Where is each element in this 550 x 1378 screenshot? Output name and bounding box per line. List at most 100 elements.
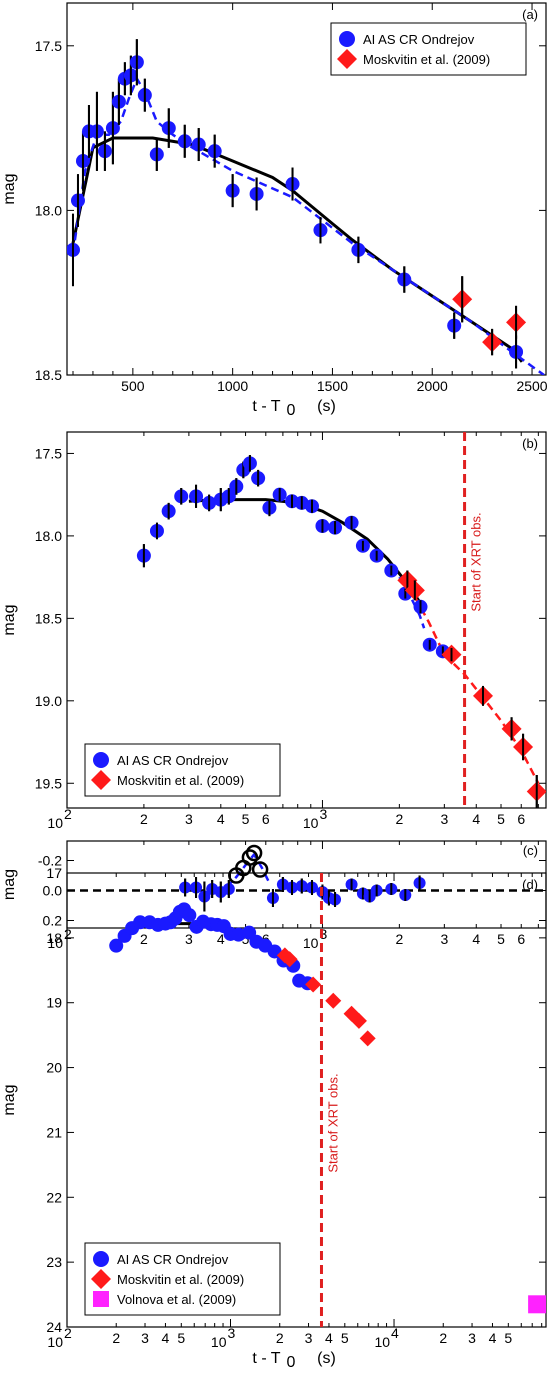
legend-label: Moskvitin et al. (2009) xyxy=(117,1272,244,1287)
legend-marker-diamond xyxy=(91,1269,111,1289)
x-tick-exponent: 2 xyxy=(64,806,72,822)
x-axis-label-subscript: 0 xyxy=(287,402,296,419)
x-tick-label: 500 xyxy=(121,378,145,394)
x-minor-tick-label: 5 xyxy=(341,1330,349,1346)
y-tick-label: 17.5 xyxy=(35,38,62,54)
data-point-diamond xyxy=(359,1030,376,1047)
x-tick-label: 2000 xyxy=(417,378,448,394)
x-tick-exponent: 2 xyxy=(64,1325,72,1341)
panel-label: (d) xyxy=(522,877,538,892)
y-tick-label: 18.5 xyxy=(35,610,62,626)
plot-area xyxy=(67,844,546,912)
legend-marker-diamond xyxy=(337,49,357,69)
x-tick-exponent: 2 xyxy=(64,926,72,942)
legend-label: Volnova et al. (2009) xyxy=(117,1292,236,1307)
x-minor-tick-label: 2 xyxy=(395,811,403,827)
legend-label: AI AS CR Ondrejov xyxy=(363,32,475,47)
x-minor-tick-label: 4 xyxy=(217,931,225,947)
x-minor-tick-label: 3 xyxy=(468,1330,476,1346)
panel-label: (b) xyxy=(522,436,538,451)
legend-marker-circle xyxy=(93,1251,109,1267)
y-tick-label: 19.0 xyxy=(35,693,62,709)
y-tick-label: 17 xyxy=(46,865,62,881)
x-minor-tick-label: 3 xyxy=(185,931,193,947)
y-tick-label: 19.5 xyxy=(35,775,62,791)
legend-box xyxy=(84,1242,281,1316)
x-minor-tick-label: 2 xyxy=(140,931,148,947)
x-axis-label: t - T xyxy=(252,1350,280,1367)
fit-line-solid xyxy=(188,498,421,603)
y-tick-label: 20 xyxy=(46,1060,62,1076)
x-minor-tick-label: 2 xyxy=(439,1330,447,1346)
y-tick-label: 17.5 xyxy=(35,445,62,461)
y-tick-label: -0.2 xyxy=(38,853,62,869)
data-point-circle xyxy=(182,908,197,923)
y-tick-label: 24 xyxy=(46,1319,62,1335)
x-minor-tick-label: 3 xyxy=(141,1330,149,1346)
y-tick-label: 22 xyxy=(46,1189,62,1205)
legend-label: Moskvitin et al. (2009) xyxy=(117,773,244,788)
x-minor-tick-label: 5 xyxy=(242,931,250,947)
x-axis-label-unit: (s) xyxy=(317,398,336,415)
x-tick-exponent: 4 xyxy=(391,1325,399,1341)
x-minor-tick-label: 5 xyxy=(497,811,505,827)
y-axis-label: mag xyxy=(1,604,18,635)
data-point-diamond xyxy=(305,976,322,993)
y-axis-label: mag xyxy=(1,1084,18,1115)
legend-label: AI AS CR Ondrejov xyxy=(117,1252,229,1267)
x-axis-label-subscript: 0 xyxy=(287,1354,296,1371)
y-tick-label: 18.5 xyxy=(35,367,62,383)
y-tick-label: 18.0 xyxy=(35,528,62,544)
x-tick-label: 10 xyxy=(47,1334,63,1350)
x-minor-tick-label: 5 xyxy=(177,1330,185,1346)
plot-area xyxy=(136,432,546,808)
legend-box xyxy=(84,743,281,797)
x-minor-tick-label: 2 xyxy=(395,931,403,947)
legend-label: Moskvitin et al. (2009) xyxy=(363,52,490,67)
legend-marker-square xyxy=(93,1291,109,1307)
x-minor-tick-label: 4 xyxy=(489,1330,497,1346)
plot-frame xyxy=(66,431,547,809)
y-tick-label: 0.2 xyxy=(43,913,63,929)
x-minor-tick-label: 3 xyxy=(440,811,448,827)
data-point-square xyxy=(528,1295,546,1314)
y-tick-label: 18 xyxy=(46,930,62,946)
fit-line-dashed xyxy=(413,596,540,784)
y-axis-label: mag xyxy=(1,869,18,900)
data-point-circle xyxy=(231,927,246,942)
x-tick-label: 1000 xyxy=(217,378,248,394)
x-tick-exponent: 3 xyxy=(228,1325,236,1341)
legend-marker-circle xyxy=(339,31,355,47)
x-tick-label: 10 xyxy=(374,1334,390,1350)
x-minor-tick-label: 6 xyxy=(517,931,525,947)
data-point-open-circle xyxy=(251,861,269,878)
x-minor-tick-label: 2 xyxy=(276,1330,284,1346)
x-tick-label: 10 xyxy=(303,815,319,831)
legend-box xyxy=(330,22,527,76)
x-tick-label: 1500 xyxy=(317,378,348,394)
x-tick-exponent: 3 xyxy=(319,806,327,822)
x-tick-label: 2500 xyxy=(516,378,547,394)
x-axis-label: t - T xyxy=(252,398,280,415)
data-point-circle xyxy=(109,938,124,953)
data-point-open-circle xyxy=(241,849,259,866)
legend-marker-circle xyxy=(93,752,109,768)
x-minor-tick-label: 5 xyxy=(504,1330,512,1346)
legend-label: AI AS CR Ondrejov xyxy=(117,753,229,768)
plot-frame xyxy=(66,872,547,1328)
data-point-diamond xyxy=(325,992,342,1009)
x-tick-label: 10 xyxy=(47,935,63,951)
x-tick-label: 10 xyxy=(303,935,319,951)
x-minor-tick-label: 2 xyxy=(140,811,148,827)
y-tick-label: 23 xyxy=(46,1254,62,1270)
data-point-diamond xyxy=(281,951,298,968)
y-tick-label: 19 xyxy=(46,995,62,1011)
plot-area xyxy=(67,39,545,375)
data-point-diamond xyxy=(350,1012,367,1029)
x-minor-tick-label: 4 xyxy=(472,811,480,827)
x-tick-label: 10 xyxy=(47,815,63,831)
x-axis-label-unit: (s) xyxy=(317,1350,336,1367)
x-minor-tick-label: 4 xyxy=(162,1330,170,1346)
x-minor-tick-label: 4 xyxy=(217,811,225,827)
